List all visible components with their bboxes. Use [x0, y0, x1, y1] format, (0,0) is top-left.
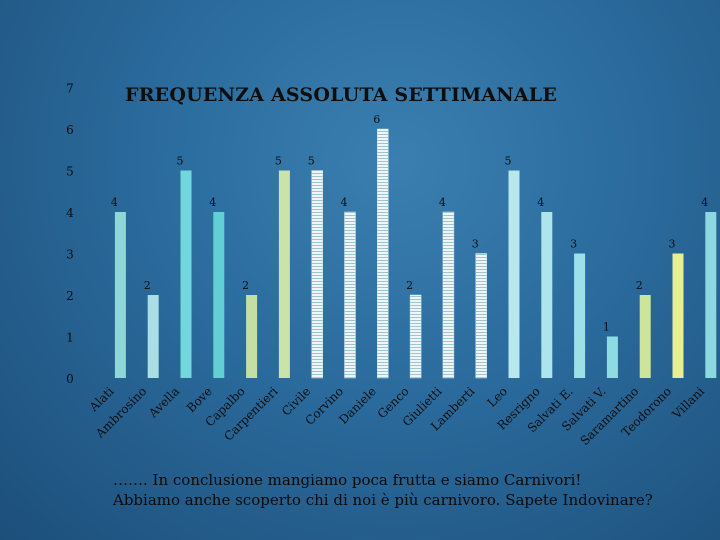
bar — [672, 253, 684, 378]
data-label: 5 — [177, 155, 184, 168]
data-label: 2 — [144, 279, 151, 292]
bar — [180, 170, 192, 378]
data-label: 4 — [701, 196, 708, 209]
bar — [377, 128, 389, 379]
x-tick-label: Avella — [145, 384, 182, 421]
data-label: 5 — [275, 155, 282, 168]
x-tick-label: Leo — [484, 384, 510, 410]
chart-title: FREQUENZA ASSOLUTA SETTIMANALE — [125, 84, 558, 106]
y-tick-label: 3 — [66, 248, 74, 262]
data-label: 4 — [537, 196, 544, 209]
bar — [574, 253, 586, 378]
data-label: 2 — [242, 279, 249, 292]
data-label: 6 — [373, 113, 380, 126]
y-tick-label: 5 — [66, 165, 74, 179]
data-label: 5 — [308, 155, 315, 168]
bar — [409, 294, 422, 379]
bar — [344, 211, 356, 379]
bar — [213, 212, 225, 378]
data-label: 4 — [439, 196, 446, 209]
bar — [639, 295, 651, 378]
y-tick-label: 7 — [66, 82, 74, 96]
caption-line-1: ……. In conclusione mangiamo poca frutta … — [113, 471, 582, 489]
bar — [114, 212, 126, 378]
bar — [705, 212, 717, 378]
bar — [278, 170, 290, 378]
data-label: 3 — [570, 238, 577, 251]
y-tick-label: 0 — [66, 372, 74, 386]
caption-line-2: Abbiamo anche scoperto chi di noi è più … — [113, 491, 653, 509]
bar — [246, 295, 258, 378]
data-label: 4 — [341, 196, 348, 209]
y-tick-label: 4 — [66, 206, 74, 220]
data-label: 2 — [636, 279, 643, 292]
data-label: 4 — [111, 196, 118, 209]
bar — [541, 212, 553, 378]
y-tick-label: 2 — [66, 289, 74, 303]
bar — [442, 211, 455, 379]
y-tick-label: 6 — [66, 123, 74, 137]
bar — [508, 170, 520, 378]
bar — [147, 295, 159, 378]
bar — [475, 253, 487, 379]
data-label: 2 — [406, 279, 413, 292]
data-label: 4 — [209, 196, 216, 209]
data-label: 3 — [669, 238, 676, 251]
x-tick-label: Villani — [669, 384, 707, 422]
data-label: 5 — [505, 155, 512, 168]
conclusion-caption: ……. In conclusione mangiamo poca frutta … — [113, 470, 713, 510]
y-tick-label: 1 — [66, 331, 74, 345]
data-label: 1 — [603, 321, 610, 334]
bar — [606, 336, 618, 378]
data-label: 3 — [472, 238, 479, 251]
bar — [311, 170, 323, 379]
